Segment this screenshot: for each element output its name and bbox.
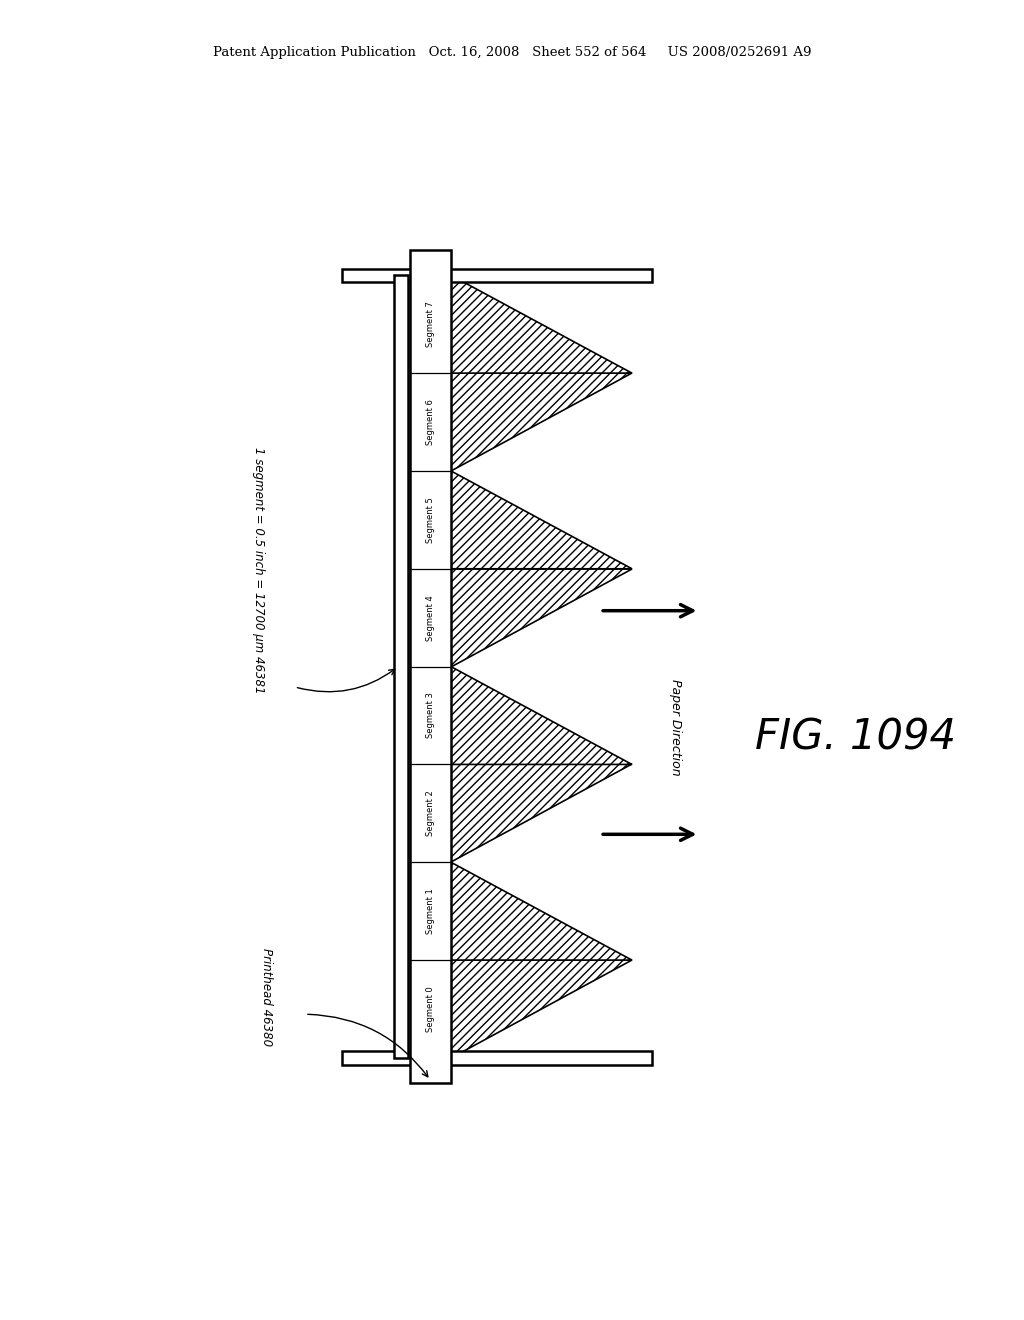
Polygon shape (451, 374, 632, 471)
Bar (342, 1051, 652, 1064)
Polygon shape (451, 862, 632, 960)
Bar (342, 269, 652, 282)
Text: 1 segment = 0.5 inch = 12700 μm 46381: 1 segment = 0.5 inch = 12700 μm 46381 (253, 446, 265, 693)
Text: Patent Application Publication   Oct. 16, 2008   Sheet 552 of 564     US 2008/02: Patent Application Publication Oct. 16, … (213, 46, 811, 59)
Text: Segment 1: Segment 1 (426, 888, 435, 935)
Polygon shape (451, 667, 632, 764)
Polygon shape (451, 569, 632, 667)
Text: FIG. 1094: FIG. 1094 (755, 717, 956, 759)
Text: Segment 0: Segment 0 (426, 986, 435, 1032)
Text: Paper: Paper (394, 562, 408, 598)
Text: Segment 2: Segment 2 (426, 791, 435, 836)
Text: Segment 4: Segment 4 (426, 595, 435, 640)
Bar (410, 249, 451, 1084)
Polygon shape (451, 764, 632, 862)
Polygon shape (451, 276, 632, 374)
Polygon shape (451, 471, 632, 569)
Text: Segment 6: Segment 6 (426, 399, 435, 445)
Bar (394, 276, 409, 1057)
Polygon shape (451, 960, 632, 1057)
Text: Segment 5: Segment 5 (426, 498, 435, 543)
Text: Segment 7: Segment 7 (426, 301, 435, 347)
Text: Paper Direction: Paper Direction (669, 680, 682, 776)
Text: Printhead 46380: Printhead 46380 (260, 948, 273, 1045)
Text: Segment 3: Segment 3 (426, 693, 435, 738)
